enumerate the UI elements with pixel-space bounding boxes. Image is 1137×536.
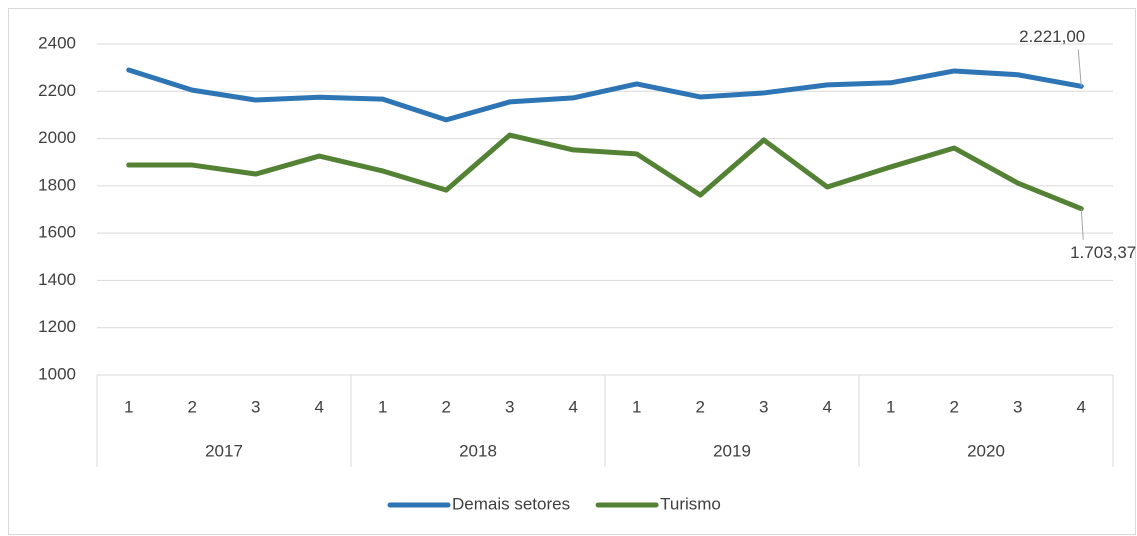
leader-line	[1080, 208, 1084, 240]
x-tick-label: 1	[886, 397, 895, 416]
y-tick-label: 2400	[38, 33, 76, 52]
x-group-label: 2019	[713, 441, 751, 460]
x-group-label: 2018	[459, 441, 497, 460]
x-tick-label: 3	[251, 397, 260, 416]
legend-label: Demais setores	[452, 494, 570, 513]
y-tick-label: 1200	[38, 317, 76, 336]
x-tick-label: 4	[823, 397, 832, 416]
leader-line	[1077, 49, 1082, 87]
legend-label: Turismo	[660, 494, 721, 513]
x-tick-label: 4	[315, 397, 324, 416]
x-tick-label: 2	[188, 397, 197, 416]
x-tick-label: 1	[378, 397, 387, 416]
y-tick-label: 1800	[38, 175, 76, 194]
series-line	[126, 132, 1084, 212]
x-tick-label: 1	[632, 397, 641, 416]
x-tick-label: 2	[696, 397, 705, 416]
data-label: 2.221,00	[1019, 27, 1085, 46]
y-tick-label: 1000	[38, 364, 76, 383]
series-line	[126, 67, 1084, 123]
x-tick-label: 3	[505, 397, 514, 416]
x-group-label: 2020	[967, 441, 1005, 460]
x-tick-label: 1	[124, 397, 133, 416]
y-tick-label: 1400	[38, 270, 76, 289]
x-tick-label: 3	[759, 397, 768, 416]
x-tick-label: 3	[1013, 397, 1022, 416]
x-tick-label: 2	[950, 397, 959, 416]
y-tick-label: 2000	[38, 128, 76, 147]
x-tick-label: 4	[1077, 397, 1086, 416]
x-group-label: 2017	[205, 441, 243, 460]
y-tick-label: 2200	[38, 81, 76, 100]
y-tick-label: 1600	[38, 223, 76, 242]
data-label: 1.703,37	[1070, 243, 1136, 262]
x-tick-label: 4	[569, 397, 578, 416]
x-tick-label: 2	[442, 397, 451, 416]
